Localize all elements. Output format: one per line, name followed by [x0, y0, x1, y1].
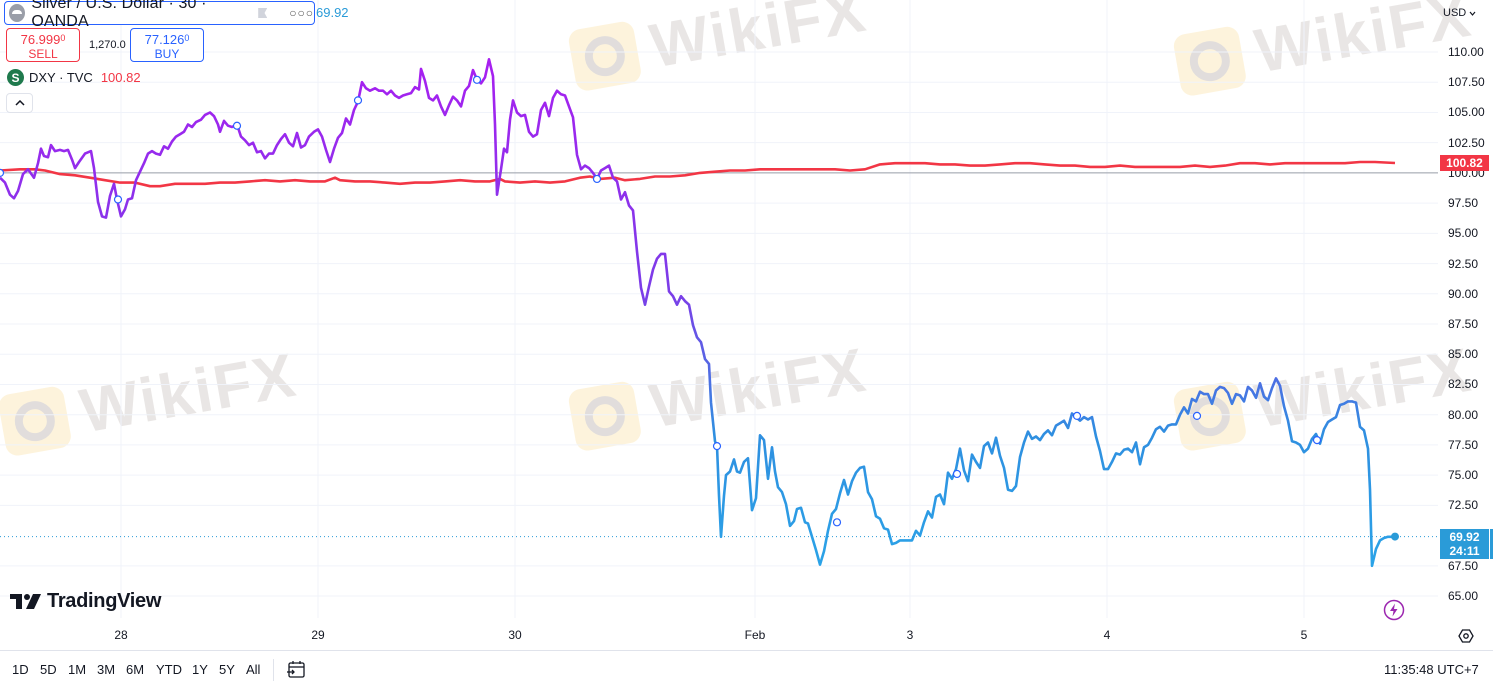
calendar-goto-icon[interactable] [287, 659, 307, 679]
sell-button[interactable]: 76.9990 SELL [6, 28, 80, 62]
range-button-5d[interactable]: 5D [40, 662, 57, 677]
silver-price-tag-value: 69.92 [1449, 529, 1480, 544]
price-axis-label: 65.00 [1448, 589, 1479, 604]
silver-symbol-icon [9, 4, 26, 22]
dxy-symbol-icon: S [7, 69, 24, 86]
time-axis-label: 5 [1300, 628, 1308, 642]
currency-selector[interactable]: USD [1443, 3, 1478, 23]
time-axis-label: 30 [508, 628, 522, 642]
price-axis-label: 87.50 [1448, 317, 1479, 332]
price-axis-label: 75.00 [1448, 468, 1479, 483]
compare-legend-dxy[interactable]: S DXY · TVC 100.82 [7, 69, 141, 86]
price-axis-label: 102.50 [1448, 135, 1485, 150]
chevron-up-icon [14, 100, 25, 106]
spread-value: 1,270.0 [89, 39, 126, 51]
toolbar-divider [273, 659, 274, 681]
price-axis-label: 105.00 [1448, 105, 1485, 120]
time-axis-label: Feb [744, 628, 766, 642]
more-horizontal-icon[interactable]: ○○○ [289, 6, 314, 20]
tradingview-logo-icon [10, 594, 41, 609]
bar-countdown: 24:11 [1449, 543, 1480, 558]
price-axis-label: 67.50 [1448, 558, 1479, 573]
sell-label: SELL [28, 47, 58, 61]
buy-label: BUY [154, 47, 180, 61]
buy-price: 77.126 [144, 32, 185, 47]
range-button-1y[interactable]: 1Y [192, 662, 208, 677]
price-axis-label: 85.00 [1448, 347, 1479, 362]
price-axis-label: 97.50 [1448, 196, 1479, 211]
session-markers [0, 75, 1322, 527]
time-axis-label: 28 [114, 628, 128, 642]
tradingview-logo[interactable]: TradingView [10, 590, 161, 613]
dxy-price-tag: 100.82 [1440, 154, 1489, 171]
silver-series-line [0, 57, 1396, 568]
time-axis-label: 29 [311, 628, 325, 642]
compare-label: DXY · TVC [29, 70, 93, 85]
silver-price-tag: 69.92 24:11 [1440, 528, 1489, 559]
buy-button[interactable]: 77.1260 BUY [130, 28, 204, 62]
price-tag-edge [1490, 528, 1493, 559]
range-button-ytd[interactable]: YTD [156, 662, 182, 677]
bottom-toolbar [0, 650, 1493, 689]
price-axis-label: 107.50 [1448, 75, 1485, 90]
buy-price-fraction: 0 [184, 33, 190, 43]
currency-label: USD [1443, 7, 1467, 19]
price-axis-label: 90.00 [1448, 286, 1479, 301]
price-axis-label: 92.50 [1448, 256, 1479, 271]
chevron-down-icon [1469, 11, 1476, 16]
range-button-1d[interactable]: 1D [12, 662, 29, 677]
clock-timezone[interactable]: 11:35:48 UTC+7 [1384, 662, 1479, 677]
price-axis-label: 80.00 [1448, 407, 1479, 422]
tradingview-logo-text: TradingView [47, 590, 162, 612]
sell-price: 76.999 [20, 32, 61, 47]
price-plot[interactable] [0, 0, 1493, 650]
time-axis-label: 4 [1103, 628, 1111, 642]
range-button-6m[interactable]: 6M [126, 662, 145, 677]
range-button-5y[interactable]: 5Y [219, 662, 235, 677]
price-axis-label: 77.50 [1448, 437, 1479, 452]
price-axis-label: 72.50 [1448, 498, 1479, 513]
range-button-1m[interactable]: 1M [68, 662, 87, 677]
compare-value: 100.82 [100, 70, 141, 85]
lightning-icon[interactable] [1383, 599, 1405, 621]
price-axis-label: 82.50 [1448, 377, 1479, 392]
price-axis-label: 95.00 [1448, 226, 1479, 241]
symbol-legend[interactable]: Silver / U.S. Dollar · 30 · OANDA ○○○ [4, 0, 315, 30]
price-axis-label: 110.00 [1448, 45, 1484, 59]
symbol-title: Silver / U.S. Dollar · 30 · OANDA [31, 0, 207, 30]
flag-icon[interactable] [258, 8, 268, 18]
range-button-all[interactable]: All [246, 662, 261, 677]
settings-hexagon-icon[interactable] [1458, 628, 1474, 644]
grid-lines [0, 0, 1438, 618]
dxy-price-tag-value: 100.82 [1446, 155, 1483, 170]
sell-price-fraction: 0 [60, 33, 66, 43]
dxy-series-line [0, 160, 1396, 188]
legend-last-value: 69.92 [316, 5, 349, 20]
collapse-legend-button[interactable] [6, 93, 33, 113]
time-axis-label: 3 [906, 628, 914, 642]
range-button-3m[interactable]: 3M [97, 662, 116, 677]
last-price-dot [1391, 532, 1399, 541]
